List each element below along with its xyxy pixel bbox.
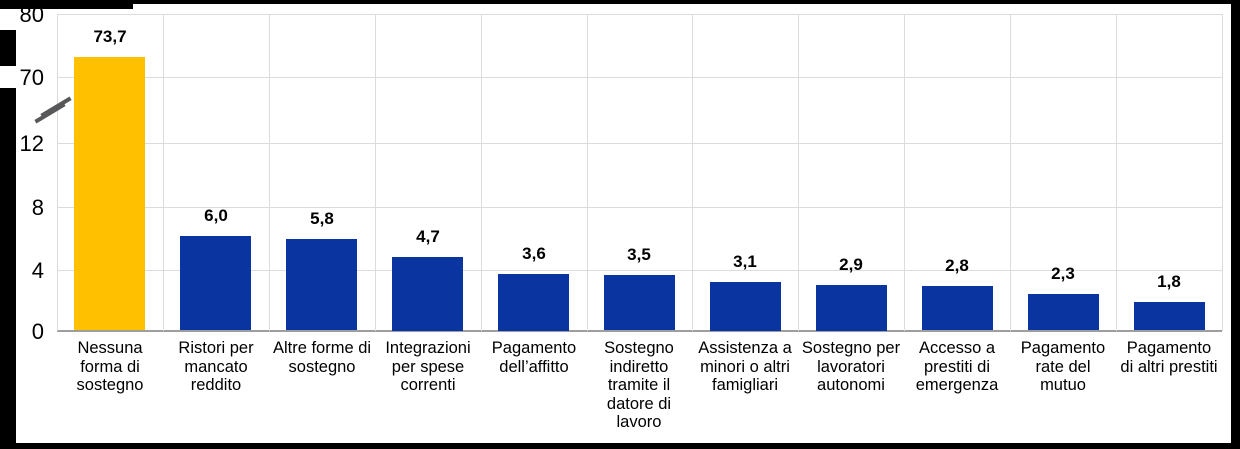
gridline-vertical [798,14,799,331]
bar [286,239,357,330]
bar [710,282,781,331]
gridline-vertical [163,14,164,331]
x-category-label: Sostegno per lavoratori autonomi [801,339,901,394]
gridline-vertical [269,14,270,331]
bar-value-label: 5,8 [310,209,334,228]
x-category-label: Nessuna forma di sostegno [76,339,144,394]
bar-value-label: 1,8 [1157,272,1181,291]
x-category-label: Assistenza a minori o altri famigliari [698,339,792,394]
y-tick-label: 80 [19,2,44,27]
gridline-vertical [692,14,693,331]
x-category-label: Sostegno indiretto tramite il datore di lavo… [604,339,674,431]
frame-left-strip [0,88,16,443]
gridline-horizontal [57,77,1222,78]
gridline-vertical [1222,14,1223,331]
x-category-label: Pagamento rate del mutuo [1020,339,1106,394]
x-category-label: Accesso a prestiti di emergenza [915,339,999,394]
plot-area: 73,7 6,0 5,8 4,7 3,6 3,5 3,1 2,9 2,8 2,3 1,8 [57,14,1223,332]
bar-value-label: 2,3 [1051,264,1075,283]
gridline-vertical [1010,14,1011,331]
y-tick-label: 4 [31,258,44,283]
bar [180,236,251,330]
bar [498,274,569,331]
y-tick-label: 8 [31,195,44,220]
bar-value-label: 4,7 [416,227,440,246]
bar-value-label: 3,5 [627,245,651,264]
bar [392,257,463,331]
x-category-label: Pagamento di altri prestiti [1120,339,1218,376]
gridline-vertical [57,14,58,331]
frame-left-strip [0,30,16,66]
gridline-horizontal [57,143,1222,144]
x-category-label: Altre forme di sostegno [272,339,372,376]
axis-break-icon [32,92,76,124]
bar-value-label: 3,6 [522,244,546,263]
bar-value-label: 2,9 [839,255,863,274]
gridline-vertical [481,14,482,331]
gridline-horizontal [57,270,1222,271]
x-category-label: Pagamento dell’affitto [491,339,577,376]
bar [1028,294,1099,330]
y-tick-label: 70 [19,65,44,90]
frame-corner-block [0,0,133,9]
x-category-label: Ristori per mancato reddito [178,339,254,394]
gridline-horizontal [57,14,1222,15]
gridline-vertical [1116,14,1117,331]
gridline-horizontal [57,206,1222,208]
bar [816,285,887,331]
bar-value-label: 6,0 [204,206,228,225]
x-axis-line [57,329,1222,332]
x-category-label: Integrazioni per spese correnti [385,339,471,394]
bar [1134,302,1205,330]
y-tick-label: 0 [31,319,44,344]
gridline-vertical [587,14,588,331]
gridline-vertical [375,14,376,331]
gridline-vertical [904,14,905,331]
bar [74,57,145,330]
bar-value-label: 73,7 [93,27,127,46]
bar [922,286,993,330]
bar-value-label: 2,8 [945,256,969,275]
y-tick-label: 12 [19,131,44,156]
bar-value-label: 3,1 [733,252,757,271]
bar [604,275,675,330]
